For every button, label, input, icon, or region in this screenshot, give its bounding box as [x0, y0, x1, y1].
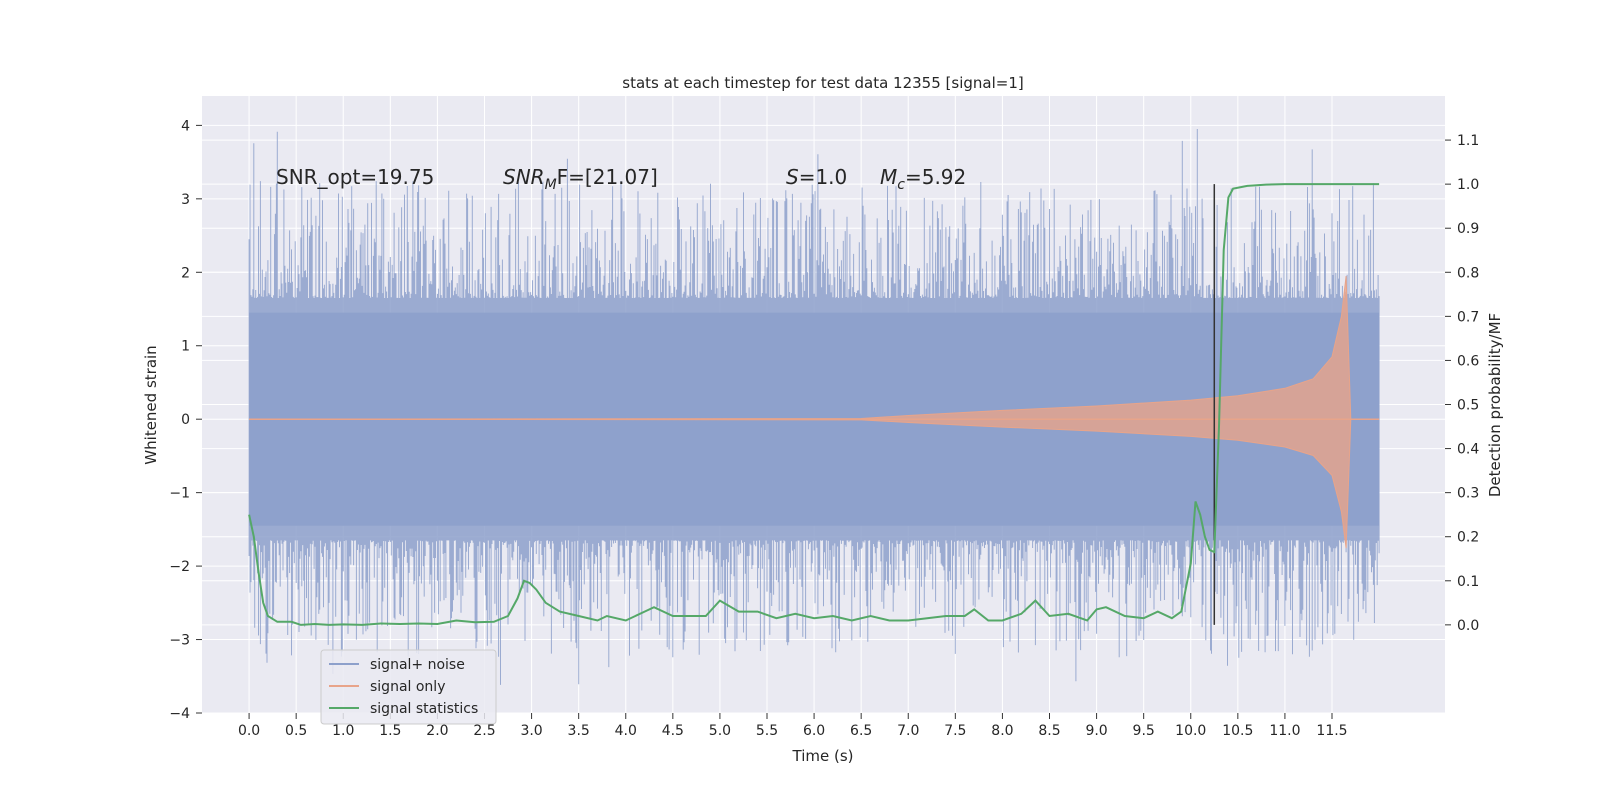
x-tick-23: 11.5 [1316, 723, 1347, 739]
y2-axis-label: Detection probability/MF [1486, 313, 1504, 497]
x-tick-9: 4.5 [662, 723, 684, 739]
x-tick-1: 0.5 [285, 723, 307, 739]
signal-envelope [249, 275, 1380, 549]
x-tick-15: 7.5 [944, 723, 966, 739]
x-tick-17: 8.5 [1038, 723, 1060, 739]
x-tick-8: 4.0 [615, 723, 637, 739]
x-axis: 0.0 0.5 1.0 1.5 2.0 2.5 3.0 3.5 4.0 4.5 5.0 5.5 6.0 6… [238, 713, 1348, 739]
snr-mf-base: SNR [503, 165, 545, 189]
y-tick-5: 1 [181, 339, 190, 355]
y2-tick-1: 0.1 [1457, 574, 1479, 590]
mc-sub: c [897, 177, 905, 193]
y2-tick-10: 1.0 [1457, 177, 1479, 193]
chart-title: stats at each timestep for test data 123… [622, 74, 1023, 92]
y-tick-8: 4 [181, 118, 190, 134]
y-tick-0: −4 [169, 706, 190, 722]
y-tick-3: −1 [169, 486, 190, 502]
legend-box [320, 649, 497, 725]
x-tick-5: 2.5 [473, 723, 495, 739]
x-tick-21: 10.5 [1222, 723, 1253, 739]
y-tick-1: −3 [169, 633, 190, 649]
snr-mf-sub: M [545, 177, 557, 193]
x-tick-7: 3.5 [568, 723, 590, 739]
x-tick-16: 8.0 [991, 723, 1013, 739]
y-tick-7: 3 [181, 192, 190, 208]
legend: signal+ noise signal only signal statist… [320, 649, 497, 725]
y2-tick-8: 0.8 [1457, 265, 1479, 281]
y2-tick-5: 0.5 [1457, 398, 1479, 414]
annotation-snr-opt: SNR_opt=19.75 [276, 165, 434, 189]
x-tick-12: 6.0 [803, 723, 825, 739]
y2-tick-6: 0.6 [1457, 353, 1479, 369]
x-tick-10: 5.0 [709, 723, 731, 739]
y2-tick-0: 0.0 [1457, 618, 1479, 634]
x-axis-label: Time (s) [792, 747, 854, 765]
y2-tick-11: 1.1 [1457, 133, 1479, 149]
mc-val: =5.92 [905, 165, 966, 189]
y2-tick-9: 0.9 [1457, 221, 1479, 237]
y-tick-2: −2 [169, 559, 190, 575]
y2-tick-4: 0.4 [1457, 442, 1479, 458]
legend-label-signal-statistics: signal statistics [370, 701, 478, 717]
x-tick-11: 5.5 [756, 723, 778, 739]
series-signal-statistics [248, 183, 1380, 626]
annotation-mc: Mc=5.92 [880, 165, 966, 193]
y-axis-right: 0.0 0.1 0.2 0.3 0.4 0.5 0.6 0.7 0.8 0.9 1.0 1.1 [1445, 133, 1479, 634]
legend-label-signal-noise: signal+ noise [370, 657, 465, 673]
x-tick-13: 6.5 [850, 723, 872, 739]
y2-tick-2: 0.2 [1457, 530, 1479, 546]
x-tick-2: 1.0 [332, 723, 354, 739]
annotation-snr-mf: SNRMF=[21.07] [503, 165, 658, 193]
y-axis-left: −4 −3 −2 −1 0 1 2 3 4 [169, 118, 202, 722]
x-tick-0: 0.0 [238, 723, 260, 739]
x-tick-18: 9.0 [1085, 723, 1107, 739]
x-tick-4: 2.0 [426, 723, 448, 739]
s-val: =1.0 [799, 165, 848, 189]
x-tick-22: 11.0 [1269, 723, 1300, 739]
s-var: S [786, 165, 799, 189]
series-signal-only [249, 275, 1380, 549]
snr-mf-rest: F=[21.07] [557, 165, 658, 189]
mc-var: M [880, 165, 897, 189]
x-tick-6: 3.0 [520, 723, 542, 739]
x-tick-19: 9.5 [1133, 723, 1155, 739]
y-axis-label: Whitened strain [142, 345, 160, 464]
y2-tick-7: 0.7 [1457, 309, 1479, 325]
annotation-s: S=1.0 [786, 165, 847, 189]
x-tick-20: 10.0 [1175, 723, 1206, 739]
y-tick-6: 2 [181, 265, 190, 281]
x-tick-3: 1.5 [379, 723, 401, 739]
statistics-line [248, 183, 1380, 626]
legend-label-signal-only: signal only [370, 679, 445, 695]
y-tick-4: 0 [181, 412, 190, 428]
y2-tick-3: 0.3 [1457, 486, 1479, 502]
x-tick-14: 7.0 [897, 723, 919, 739]
